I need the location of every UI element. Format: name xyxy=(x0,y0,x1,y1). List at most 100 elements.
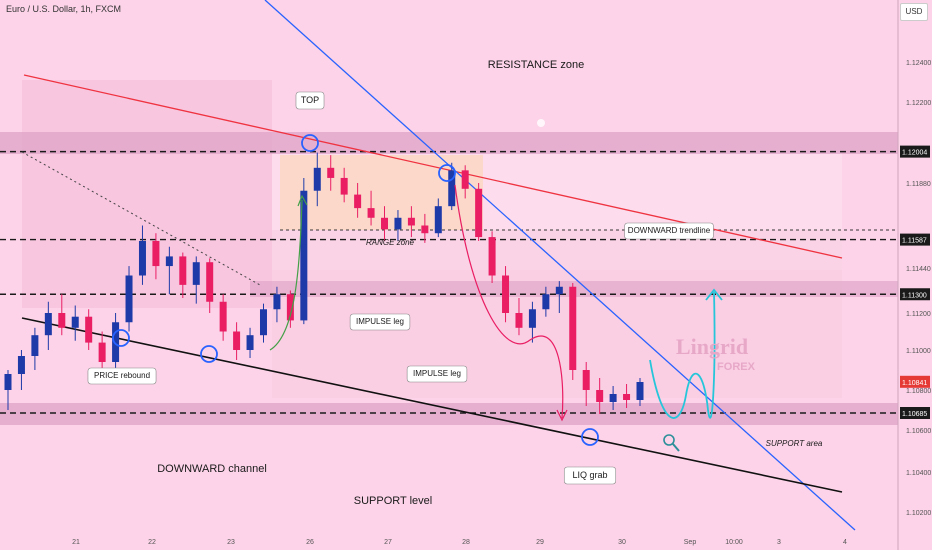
annotation-label-1: TOP xyxy=(301,95,319,105)
x-tick-label-7: 30 xyxy=(618,539,626,546)
x-tick-label-0: 21 xyxy=(72,539,80,546)
candle-body-32 xyxy=(434,206,442,234)
candle-body-33 xyxy=(448,170,456,207)
candle-body-3 xyxy=(44,313,52,336)
marker-circle-2 xyxy=(112,329,130,347)
x-tick-label-3: 26 xyxy=(306,539,314,546)
candle-body-34 xyxy=(461,170,469,189)
candle-body-10 xyxy=(138,240,146,276)
candle-body-9 xyxy=(125,275,133,323)
candle-body-12 xyxy=(165,256,173,267)
annotation-label-10: LIQ grab xyxy=(572,470,607,480)
x-tick-label-5: 28 xyxy=(462,539,470,546)
channel-upper-line xyxy=(21,151,261,286)
candle-body-24 xyxy=(327,167,335,178)
price-badge-label-2: 1.11300 xyxy=(902,292,927,299)
price-badge-1 xyxy=(900,233,930,246)
annotation-labels: RESISTANCE zone TOP RANGE zone DOWNWARD tre… xyxy=(87,59,823,507)
x-tick-label-4: 27 xyxy=(384,539,392,546)
annotation-box-4 xyxy=(349,313,411,331)
annotation-label-2: RANGE zone xyxy=(366,238,415,247)
currency-button[interactable]: USD xyxy=(900,3,928,21)
candle-body-42 xyxy=(569,286,577,370)
candle-body-1 xyxy=(17,356,25,374)
projection-path xyxy=(649,291,716,419)
candle-body-27 xyxy=(367,208,375,218)
x-tick-label-6: 29 xyxy=(536,539,544,546)
x-tick-label-9: 10:00 xyxy=(725,539,743,546)
candle-body-26 xyxy=(354,194,362,209)
candle-body-13 xyxy=(179,256,187,285)
support-band xyxy=(0,403,898,425)
impulse-arrow-up xyxy=(297,194,308,207)
impulse-curve-down xyxy=(454,184,564,419)
candle-body-39 xyxy=(528,309,536,328)
candle-body-4 xyxy=(58,313,66,328)
candle-body-8 xyxy=(112,322,120,362)
blue-downtrend-line xyxy=(264,0,856,531)
channel-region xyxy=(22,80,272,308)
candle-body-31 xyxy=(421,225,429,234)
x-tick-label-2: 23 xyxy=(227,539,235,546)
y-tick-label-5: 1.11000 xyxy=(906,348,931,355)
annotation-label-6: PRICE rebound xyxy=(94,371,150,380)
candle-body-21 xyxy=(286,294,294,321)
candle-body-38 xyxy=(515,313,523,328)
x-tick-label-11: 4 xyxy=(843,539,847,546)
marker-circle-4 xyxy=(581,428,599,446)
channel-lower-line xyxy=(21,317,843,493)
y-tick-label-2: 1.11880 xyxy=(906,181,931,188)
price-badge-3 xyxy=(900,375,930,388)
price-badge-0 xyxy=(900,145,930,158)
y-tick-label-4: 1.11200 xyxy=(906,311,931,318)
y-tick-label-6: 1.10800 xyxy=(906,388,931,395)
candle-body-36 xyxy=(488,237,496,276)
annotation-box-5 xyxy=(406,365,468,383)
y-tick-label-8: 1.10400 xyxy=(906,470,931,477)
annotation-box-10 xyxy=(563,466,617,485)
impulse-arrow-down xyxy=(556,409,568,422)
candle-body-6 xyxy=(85,316,93,343)
search-icon-handle xyxy=(672,443,680,452)
candle-body-45 xyxy=(609,394,617,402)
candle-body-14 xyxy=(192,262,200,285)
price-badge-label-4: 1.10685 xyxy=(902,411,927,418)
candle-body-46 xyxy=(623,394,631,400)
annotation-label-8: SUPPORT level xyxy=(354,495,432,507)
y-tick-label-0: 1.12400 xyxy=(906,60,931,67)
candle-body-43 xyxy=(582,370,590,390)
projection-curves xyxy=(269,184,723,422)
candle-body-41 xyxy=(555,286,563,295)
candle-body-7 xyxy=(98,342,106,362)
price-badge-2 xyxy=(900,288,930,301)
annotation-label-9: SUPPORT area xyxy=(766,439,823,448)
candle-body-47 xyxy=(636,382,644,400)
candle-body-40 xyxy=(542,294,550,310)
candle-body-20 xyxy=(273,294,281,310)
watermark-title: Lingrid xyxy=(676,334,748,359)
time-axis: 21 22 23 26 27 28 29 30 Sep 10:00 3 4 xyxy=(72,539,847,546)
price-badge-label-3: 1.10841 xyxy=(902,380,927,387)
candle-body-11 xyxy=(152,240,160,267)
candle-body-37 xyxy=(502,275,510,313)
impulse-curve-up xyxy=(269,199,303,351)
search-icon xyxy=(663,434,675,446)
candle-body-30 xyxy=(407,217,415,226)
annotation-label-4: IMPULSE leg xyxy=(356,317,404,326)
annotation-label-3: DOWNWARD trendline xyxy=(628,226,711,235)
price-badge-label-0: 1.12004 xyxy=(902,150,927,157)
price-badge-4 xyxy=(900,407,930,419)
candle-body-29 xyxy=(394,217,402,230)
y-tick-label-9: 1.10200 xyxy=(906,510,931,517)
projection-arrowhead xyxy=(705,288,723,301)
watermark-subtitle: FOREX xyxy=(717,361,756,373)
x-tick-label-10: 3 xyxy=(777,539,781,546)
candle-body-23 xyxy=(313,167,321,191)
x-tick-label-1: 22 xyxy=(148,539,156,546)
candle-body-17 xyxy=(233,331,241,350)
candle-body-44 xyxy=(596,390,604,402)
candle-body-5 xyxy=(71,316,79,328)
price-axis: 1.12400 1.12200 1.11880 1.11440 1.11200 1.110… xyxy=(897,0,932,550)
